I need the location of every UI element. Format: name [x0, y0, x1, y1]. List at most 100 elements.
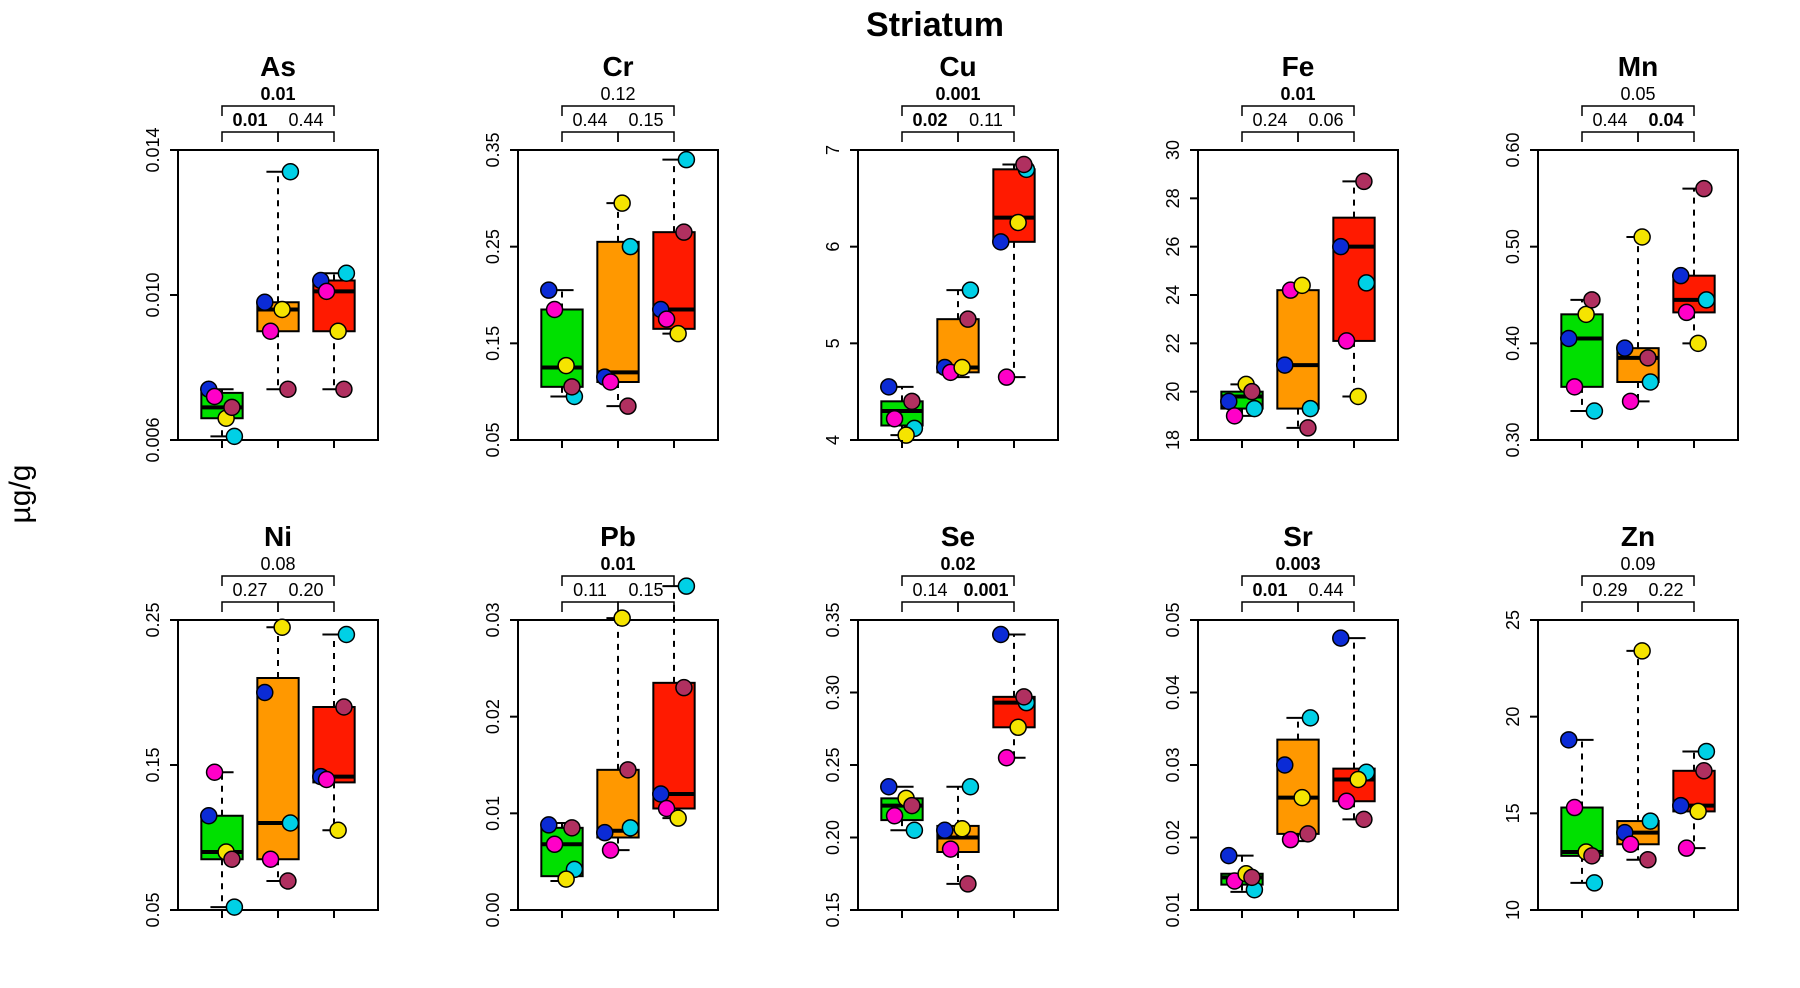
- stat-right-Se: 0.001: [963, 580, 1008, 600]
- point-Fe-g3-3: [1350, 389, 1366, 405]
- point-Pb-g3-4: [676, 680, 692, 696]
- point-Ni-g3-2: [319, 772, 335, 788]
- point-Mn-g2-4: [1640, 350, 1656, 366]
- point-Cu-g3-2: [999, 369, 1015, 385]
- stat-top-As: 0.01: [260, 84, 295, 104]
- point-Sr-g2-2: [1283, 832, 1299, 848]
- stat-left-As: 0.01: [232, 110, 267, 130]
- tick-label-As-1: 0.010: [143, 272, 163, 317]
- point-Mn-g1-3: [1578, 306, 1594, 322]
- point-Fe-g3-2: [1339, 333, 1355, 349]
- stat-left-Sr: 0.01: [1252, 580, 1287, 600]
- point-Ni-g1-4: [224, 851, 240, 867]
- stat-left-Ni: 0.27: [232, 580, 267, 600]
- point-Se-g2-3: [954, 821, 970, 837]
- tick-label-Sr-3: 0.04: [1163, 675, 1183, 710]
- panel-title-Cr: Cr: [602, 51, 633, 82]
- point-As-g1-2: [207, 389, 223, 405]
- box-Fe-g2: [1277, 290, 1318, 408]
- point-Sr-g2-0: [1277, 757, 1293, 773]
- point-Cr-g1-3: [558, 358, 574, 374]
- stat-right-Zn: 0.22: [1648, 580, 1683, 600]
- point-Ni-g3-3: [330, 822, 346, 838]
- stat-right-Pb: 0.15: [628, 580, 663, 600]
- point-Cr-g3-3: [670, 326, 686, 342]
- point-Mn-g2-3: [1634, 229, 1650, 245]
- panel-title-Fe: Fe: [1282, 51, 1315, 82]
- point-Cr-g1-4: [564, 379, 580, 395]
- stat-right-Cu: 0.11: [969, 110, 1003, 130]
- tick-label-Sr-0: 0.01: [1163, 892, 1183, 927]
- tick-label-Mn-2: 0.50: [1503, 229, 1523, 264]
- point-Zn-g3-1: [1698, 743, 1714, 759]
- point-Cu-g2-3: [954, 360, 970, 376]
- point-As-g2-4: [280, 381, 296, 397]
- panel-title-As: As: [260, 51, 296, 82]
- panel-title-Se: Se: [941, 521, 975, 552]
- point-Fe-g2-0: [1277, 357, 1293, 373]
- stat-right-Fe: 0.06: [1308, 110, 1343, 130]
- figure-root: Striatumµg/gAs0.0060.0100.0140.010.010.4…: [0, 0, 1800, 988]
- point-Ni-g3-1: [338, 627, 354, 643]
- tick-label-Cr-3: 0.35: [483, 132, 503, 167]
- stat-left-Cr: 0.44: [572, 110, 607, 130]
- panel-title-Ni: Ni: [264, 521, 292, 552]
- point-Ni-g1-2: [207, 764, 223, 780]
- point-Se-g1-1: [906, 822, 922, 838]
- point-Cu-g3-3: [1010, 215, 1026, 231]
- point-Mn-g1-0: [1561, 331, 1577, 347]
- tick-label-Zn-0: 10: [1503, 900, 1523, 920]
- point-Cr-g2-2: [603, 374, 619, 390]
- point-Mn-g1-2: [1567, 379, 1583, 395]
- point-Zn-g3-2: [1679, 840, 1695, 856]
- stat-right-Ni: 0.20: [288, 580, 323, 600]
- stat-left-Pb: 0.11: [573, 580, 607, 600]
- point-Cr-g2-4: [620, 398, 636, 414]
- panel-title-Cu: Cu: [939, 51, 976, 82]
- point-As-g2-1: [282, 164, 298, 180]
- tick-label-Cu-3: 7: [823, 145, 843, 155]
- point-As-g2-3: [274, 302, 290, 318]
- point-Pb-g3-1: [678, 578, 694, 594]
- stat-left-Zn: 0.29: [1592, 580, 1627, 600]
- point-Zn-g1-4: [1584, 848, 1600, 864]
- tick-label-Pb-1: 0.01: [483, 796, 503, 831]
- point-Ni-g2-1: [282, 815, 298, 831]
- tick-label-Pb-3: 0.03: [483, 602, 503, 637]
- box-Cr-g2: [597, 242, 638, 382]
- box-Cr-g1: [541, 310, 582, 387]
- tick-label-Cu-2: 6: [823, 242, 843, 252]
- tick-label-Mn-1: 0.40: [1503, 326, 1523, 361]
- point-Pb-g1-2: [547, 836, 563, 852]
- point-Ni-g2-4: [280, 873, 296, 889]
- tick-label-Se-2: 0.25: [823, 747, 843, 782]
- point-Fe-g3-0: [1333, 239, 1349, 255]
- point-Sr-g3-4: [1356, 811, 1372, 827]
- tick-label-Fe-6: 30: [1163, 140, 1183, 160]
- point-Sr-g2-1: [1302, 710, 1318, 726]
- stat-left-Mn: 0.44: [1592, 110, 1627, 130]
- point-Fe-g2-1: [1302, 401, 1318, 417]
- point-Se-g2-0: [937, 822, 953, 838]
- point-Mn-g2-0: [1617, 340, 1633, 356]
- tick-label-Cr-2: 0.25: [483, 229, 503, 264]
- point-As-g3-4: [336, 381, 352, 397]
- y-axis-label: µg/g: [4, 465, 37, 524]
- point-Pb-g1-3: [558, 871, 574, 887]
- point-Cr-g1-2: [547, 302, 563, 318]
- point-Cr-g2-1: [622, 239, 638, 255]
- point-Cu-g2-4: [960, 311, 976, 327]
- tick-label-Fe-5: 28: [1163, 188, 1183, 208]
- tick-label-Zn-3: 25: [1503, 610, 1523, 630]
- tick-label-Ni-2: 0.25: [143, 602, 163, 637]
- tick-label-Fe-1: 20: [1163, 382, 1183, 402]
- point-Pb-g2-2: [603, 842, 619, 858]
- stat-top-Cu: 0.001: [935, 84, 980, 104]
- point-As-g1-4: [224, 399, 240, 415]
- point-Se-g1-0: [881, 779, 897, 795]
- point-Pb-g3-3: [670, 810, 686, 826]
- point-Cr-g1-0: [541, 282, 557, 298]
- point-As-g3-2: [319, 283, 335, 299]
- point-Zn-g1-0: [1561, 732, 1577, 748]
- point-Mn-g1-4: [1584, 292, 1600, 308]
